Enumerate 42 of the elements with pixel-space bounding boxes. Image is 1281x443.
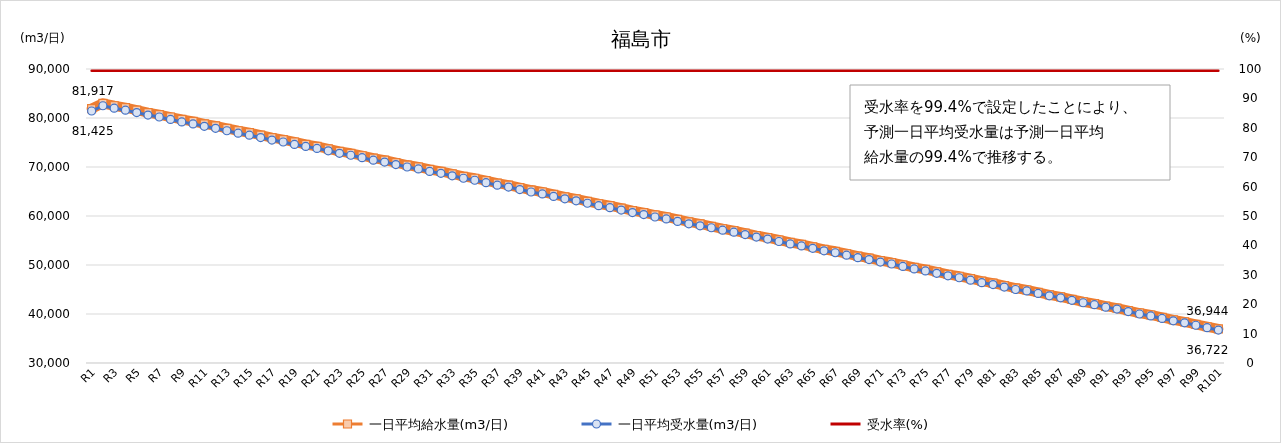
legend-label: 一日平均給水量(m3/日) (368, 417, 508, 432)
x-tick-label: R31 (411, 365, 436, 391)
x-tick-label: R7 (145, 365, 166, 386)
data-label: 81,425 (71, 124, 114, 139)
y2-tick-label: 100 (1238, 62, 1262, 76)
x-tick-label: R61 (749, 365, 774, 391)
y-tick-label: 30,000 (28, 356, 70, 370)
y2-axis-title: (%) (1240, 31, 1261, 45)
y2-tick-label: 50 (1242, 209, 1258, 223)
y-tick-label: 70,000 (28, 160, 70, 174)
y2-tick-label: 0 (1246, 356, 1254, 370)
y2-tick-label: 90 (1242, 91, 1258, 106)
x-tick-label: R1 (78, 365, 98, 386)
legend-label: 受水率(%) (866, 417, 928, 432)
x-tick-label: R3 (100, 365, 121, 386)
x-tick-label: R53 (659, 365, 684, 391)
x-tick-label: R5 (123, 365, 143, 386)
x-tick-label: R83 (997, 365, 1022, 391)
y2-tick-label: 40 (1242, 238, 1258, 253)
y-tick-label: 90,000 (28, 62, 70, 76)
y2-tick-label: 70 (1242, 150, 1258, 165)
x-tick-label: R19 (276, 365, 301, 391)
y-tick-label: 60,000 (28, 209, 70, 223)
x-tick-label: R9 (168, 365, 188, 386)
data-label: 36,944 (1186, 303, 1229, 318)
y2-tick-label: 10 (1242, 326, 1258, 341)
y-tick-label: 50,000 (28, 258, 70, 272)
x-tick-label: R23 (321, 365, 346, 391)
chart-title: 福島市 (610, 27, 671, 51)
y2-tick-label: 60 (1242, 179, 1258, 194)
y-tick-label: 40,000 (28, 307, 70, 321)
x-tick-label: R49 (614, 365, 639, 391)
data-label: 36,722 (1186, 343, 1229, 358)
y2-tick-label: 30 (1242, 267, 1258, 282)
y2-tick-label: 80 (1242, 120, 1258, 135)
annotation: 受水率を99.4%で設定したことにより、予測一日平均受水量は予測一日平均給水量の99.4%で推移する。 (863, 98, 1137, 166)
x-tick-label: R79 (952, 365, 977, 391)
data-label: 81,917 (71, 83, 114, 98)
legend-label: 一日平均受水量(m3/日) (617, 417, 757, 432)
y-axis-title: (m3/日) (20, 31, 65, 45)
y-tick-label: 80,000 (28, 111, 70, 125)
y2-tick-label: 20 (1242, 297, 1258, 312)
